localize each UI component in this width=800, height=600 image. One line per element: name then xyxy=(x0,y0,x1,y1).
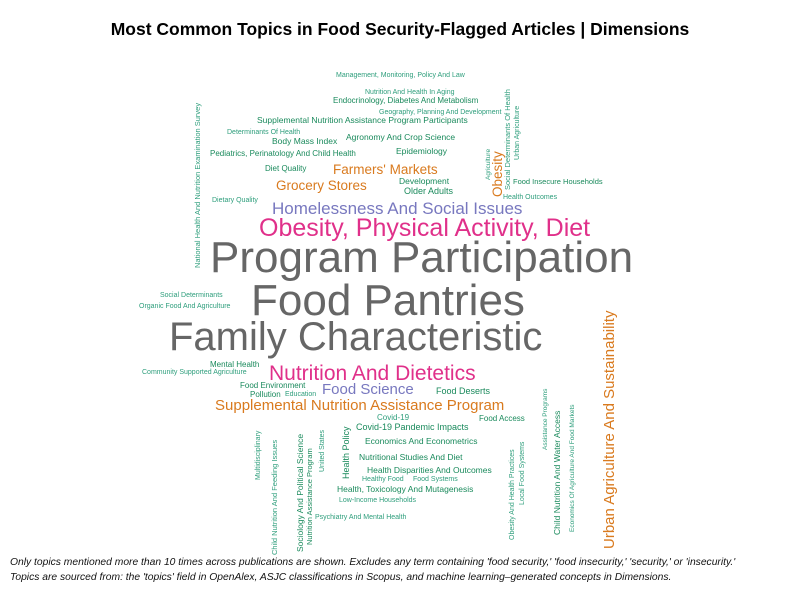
word-covid-19-pandemic-impacts: Covid-19 Pandemic Impacts xyxy=(356,422,469,432)
word-nutritional-studies-and-diet: Nutritional Studies And Diet xyxy=(359,452,463,462)
word-management-monitoring-policy-and-law: Management, Monitoring, Policy And Law xyxy=(336,72,466,79)
word-body-mass-index: Body Mass Index xyxy=(272,136,338,146)
caption-note: Only topics mentioned more than 10 times… xyxy=(10,557,736,568)
caption-source: Topics are sourced from: the 'topics' fi… xyxy=(10,572,672,583)
word-child-nutrition-and-water-access: Child Nutrition And Water Access xyxy=(552,411,562,535)
word-supplemental-nutrition-assistance-program-participants: Supplemental Nutrition Assistance Progra… xyxy=(257,115,468,125)
word-health-toxicology-and-mutagenesis: Health, Toxicology And Mutagenesis xyxy=(337,484,473,494)
word-pediatrics-perinatology-and-child-health: Pediatrics, Perinatology And Child Healt… xyxy=(210,149,356,158)
word-grocery-stores: Grocery Stores xyxy=(276,178,367,193)
word-obesity-and-health-practices: Obesity And Health Practices xyxy=(509,449,516,540)
word-food-insecure-households: Food Insecure Households xyxy=(513,177,603,186)
word-homelessness-and-social-issues: Homelessness And Social Issues xyxy=(272,199,522,218)
word-food-deserts: Food Deserts xyxy=(436,386,491,396)
word-united-states: United States xyxy=(319,429,326,472)
word-nutrition-and-dietetics: Nutrition And Dietetics xyxy=(269,362,476,385)
word-obesity: Obesity xyxy=(490,151,505,197)
word-health-disparities-and-outcomes: Health Disparities And Outcomes xyxy=(367,465,492,475)
word-low-income-households: Low-Income Households xyxy=(339,497,417,504)
word-sociology-and-political-science: Sociology And Political Science xyxy=(295,434,305,552)
word-economics-of-agriculture-and-food-markets: Economics Of Agriculture And Food Market… xyxy=(569,404,576,532)
word-pollution: Pollution xyxy=(250,390,281,399)
word-nutrition-and-health-in-aging: Nutrition And Health In Aging xyxy=(365,89,455,96)
word-determinants-of-health: Determinants Of Health xyxy=(227,129,300,136)
word-diet-quality: Diet Quality xyxy=(265,164,306,173)
word-obesity-physical-activity-diet: Obesity, Physical Activity, Diet xyxy=(259,214,590,242)
word-education: Education xyxy=(285,391,316,398)
word-urban-agriculture: Urban Agriculture xyxy=(514,106,521,160)
word-social-determinants: Social Determinants xyxy=(160,292,223,299)
word-healthy-food: Healthy Food xyxy=(362,476,404,483)
word-dietary-quality: Dietary Quality xyxy=(212,197,258,204)
word-farmers-markets: Farmers' Markets xyxy=(333,162,438,177)
word-psychiatry-and-mental-health: Psychiatry And Mental Health xyxy=(315,514,407,521)
word-food-science: Food Science xyxy=(322,381,414,398)
chart-title: Most Common Topics in Food Security-Flag… xyxy=(110,19,690,39)
word-assistance-programs: Assistance Programs xyxy=(542,388,549,450)
word-multidisciplinary: Multidisciplinary xyxy=(255,430,262,480)
word-national-health-and-nutrition-examination-survey: National Health And Nutrition Examinatio… xyxy=(193,103,202,268)
word-older-adults: Older Adults xyxy=(404,186,454,196)
word-organic-food-and-agriculture: Organic Food And Agriculture xyxy=(139,303,231,310)
word-mental-health: Mental Health xyxy=(210,360,259,369)
word-health-policy: Health Policy xyxy=(341,426,351,479)
word-supplemental-nutrition-assistance-program: Supplemental Nutrition Assistance Progra… xyxy=(215,397,504,414)
word-food-access: Food Access xyxy=(479,414,525,423)
word-community-supported-agriculture: Community Supported Agriculture xyxy=(142,369,247,376)
word-food-environment: Food Environment xyxy=(240,381,306,390)
word-urban-agriculture-and-sustainability: Urban Agriculture And Sustainability xyxy=(601,310,618,549)
word-program-participation: Program Participation xyxy=(210,233,633,282)
word-nutrition-assistance-program: Nutrition Assistance Program xyxy=(305,448,314,545)
word-food-pantries: Food Pantries xyxy=(251,276,525,325)
word-agronomy-and-crop-science: Agronomy And Crop Science xyxy=(346,132,455,142)
word-social-determinants-of-health: Social Determinants Of Health xyxy=(503,89,512,190)
word-food-systems: Food Systems xyxy=(413,476,458,483)
word-family-characteristic: Family Characteristic xyxy=(169,315,542,359)
word-epidemiology: Epidemiology xyxy=(396,146,448,156)
word-economics-and-econometrics: Economics And Econometrics xyxy=(365,436,477,446)
word-geography-planning-and-development: Geography, Planning And Development xyxy=(379,109,502,116)
word-endocrinology-diabetes-and-metabolism: Endocrinology, Diabetes And Metabolism xyxy=(333,96,479,105)
word-child-nutrition-and-feeding-issues: Child Nutrition And Feeding Issues xyxy=(270,440,279,555)
word-agriculture: Agriculture xyxy=(485,149,492,180)
word-local-food-systems: Local Food Systems xyxy=(519,441,526,505)
word-covid-19: Covid-19 xyxy=(377,413,410,422)
word-development: Development xyxy=(399,176,450,186)
word-health-outcomes: Health Outcomes xyxy=(503,194,558,201)
